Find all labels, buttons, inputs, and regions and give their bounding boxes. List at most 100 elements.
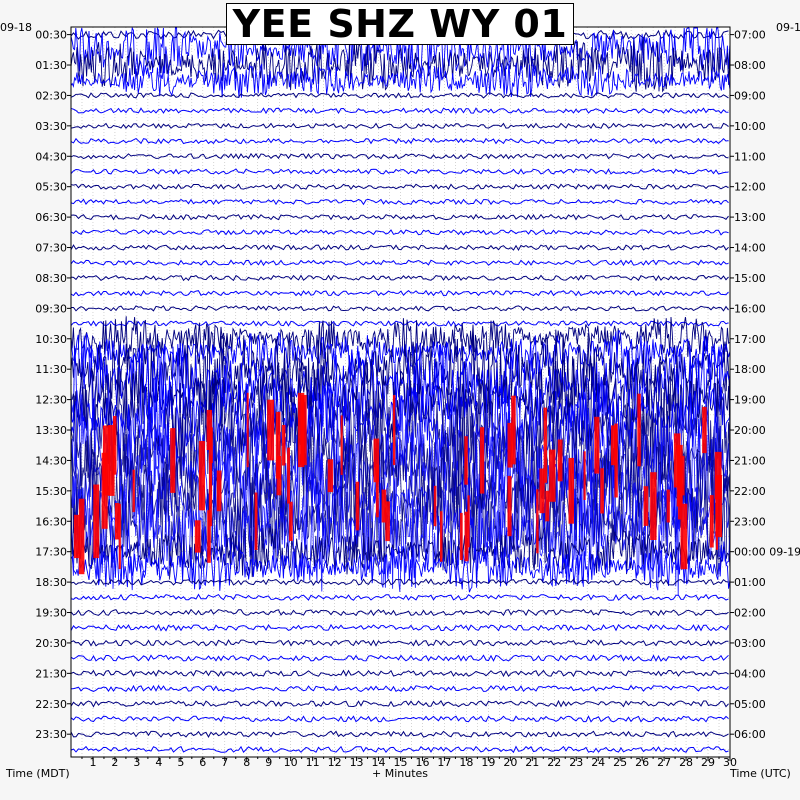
y-tick-label-left: 19:30 — [35, 607, 67, 620]
clipped-segment — [600, 468, 604, 514]
clipped-segment — [611, 425, 618, 466]
y-tick-label-left: 11:30 — [35, 363, 67, 376]
x-axis-label: + Minutes — [372, 767, 429, 780]
y-tick-label-right: 18:00 — [734, 363, 766, 376]
seismic-trace — [70, 639, 729, 647]
clipped-segment — [340, 415, 343, 475]
clipped-segment — [433, 485, 437, 527]
seismic-trace — [70, 316, 731, 362]
seismic-trace — [70, 730, 729, 738]
x-tick-label: 21 — [525, 756, 539, 769]
x-tick-label: 22 — [547, 756, 561, 769]
y-tick-label-left: 15:30 — [35, 485, 67, 498]
x-tick-label: 1 — [89, 756, 96, 769]
x-tick-label: 27 — [657, 756, 671, 769]
y-tick-label-left: 18:30 — [35, 576, 67, 589]
x-tick-label: 11 — [306, 756, 320, 769]
seismic-trace — [70, 244, 729, 252]
clipped-segment — [539, 468, 545, 514]
y-tick-label-left: 23:30 — [35, 728, 67, 741]
x-tick-label: 18 — [459, 756, 473, 769]
y-tick-label-left: 08:30 — [35, 272, 67, 285]
seismic-trace — [70, 745, 729, 754]
seismic-trace — [70, 92, 729, 99]
seismic-trace — [70, 229, 729, 236]
seismic-trace — [70, 107, 729, 115]
clipped-segment — [375, 464, 379, 518]
clipped-segment — [702, 406, 707, 454]
x-tick-label: 9 — [265, 756, 272, 769]
seismic-trace — [70, 684, 729, 693]
x-tick-label: 29 — [701, 756, 715, 769]
clipped-segment — [78, 498, 85, 575]
seismic-trace — [71, 305, 729, 312]
x-tick-label: 4 — [155, 756, 162, 769]
left-date-label: 09-18 — [0, 21, 32, 34]
clipped-segment — [557, 439, 563, 482]
y-tick-label-right: 06:00 — [734, 728, 766, 741]
clipped-segment — [355, 481, 360, 531]
clipped-segment — [459, 512, 463, 560]
y-tick-label-left: 14:30 — [35, 454, 67, 467]
x-tick-label: 17 — [437, 756, 451, 769]
clipped-segment — [680, 503, 688, 570]
y-tick-label-right: 02:00 — [734, 607, 766, 620]
y-tick-label-right: 13:00 — [734, 211, 766, 224]
clipped-segment — [643, 486, 649, 526]
clipped-segment — [381, 489, 387, 523]
clipped-segment — [287, 447, 290, 504]
clipped-segment — [208, 455, 213, 527]
clipped-segment — [479, 427, 485, 494]
seismic-trace — [70, 526, 731, 578]
x-tick-label: 25 — [613, 756, 627, 769]
clipped-segment — [275, 411, 281, 479]
y-tick-label-left: 01:30 — [35, 59, 67, 72]
x-tick-label: 30 — [723, 756, 737, 769]
clipped-segment — [281, 425, 286, 466]
seismic-trace — [70, 593, 729, 601]
y-tick-label-right: 01:00 — [734, 576, 766, 589]
left-axis-label: Time (MDT) — [6, 767, 70, 780]
clipped-segment — [543, 407, 547, 483]
y-tick-label-left: 22:30 — [35, 698, 67, 711]
seismic-trace — [70, 578, 729, 586]
clipped-segment — [507, 475, 512, 537]
x-tick-label: 28 — [679, 756, 693, 769]
clipped-segment — [297, 392, 305, 468]
y-tick-label-right: 05:00 — [734, 698, 766, 711]
seismic-trace — [70, 430, 731, 549]
seismic-trace — [70, 168, 729, 175]
y-tick-label-right: 10:00 — [734, 120, 766, 133]
clipped-segment — [327, 459, 334, 493]
y-tick-label-right: 09:00 — [734, 89, 766, 102]
x-tick-label: 23 — [569, 756, 583, 769]
y-tick-label-left: 03:30 — [35, 120, 67, 133]
y-tick-label-right: 20:00 — [734, 424, 766, 437]
seismic-trace — [70, 623, 729, 632]
clipped-segment — [549, 449, 556, 502]
clipped-segment — [507, 422, 513, 468]
y-tick-label-right: 23:00 — [734, 515, 766, 528]
y-tick-label-right: 21:00 — [734, 454, 766, 467]
y-tick-label-right: 17:00 — [734, 333, 766, 346]
clipped-segment — [677, 462, 682, 520]
clipped-segment — [216, 470, 222, 512]
seismic-trace — [70, 198, 729, 206]
clipped-segment — [170, 428, 176, 493]
x-tick-label: 16 — [415, 756, 429, 769]
clipped-segment — [467, 495, 470, 548]
x-tick-label: 13 — [350, 756, 364, 769]
y-tick-label-left: 09:30 — [35, 302, 67, 315]
clipped-segment — [289, 501, 293, 541]
right-date-label: 09-1 — [776, 21, 800, 34]
seismic-trace — [70, 669, 729, 678]
clipped-segment — [583, 451, 586, 500]
clipped-segment — [73, 514, 80, 559]
seismic-trace — [70, 330, 731, 378]
clipped-segment — [637, 393, 641, 467]
seismic-trace — [70, 608, 729, 617]
clipped-segment — [118, 503, 121, 569]
clipped-segment — [113, 415, 117, 475]
clipped-segment — [101, 452, 108, 529]
